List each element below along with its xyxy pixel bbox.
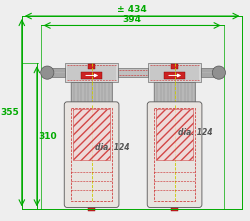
Text: dia. 124: dia. 124 <box>95 143 130 152</box>
Bar <box>52 68 65 77</box>
Text: 355: 355 <box>0 108 19 117</box>
Bar <box>156 109 194 160</box>
Bar <box>73 109 110 160</box>
Text: dia. 124: dia. 124 <box>178 128 213 137</box>
Bar <box>171 64 178 69</box>
Circle shape <box>41 66 54 79</box>
Text: 394: 394 <box>123 15 142 24</box>
Text: ± 434: ± 434 <box>117 5 147 14</box>
Bar <box>88 206 95 211</box>
Circle shape <box>212 66 226 79</box>
FancyBboxPatch shape <box>147 102 202 208</box>
Bar <box>154 82 195 105</box>
FancyBboxPatch shape <box>64 102 119 208</box>
Bar <box>148 63 201 82</box>
Bar <box>71 109 112 201</box>
Bar <box>171 206 178 211</box>
Bar <box>81 72 102 79</box>
Bar <box>88 64 95 69</box>
Bar <box>164 72 185 79</box>
Bar <box>118 68 148 77</box>
Bar <box>71 82 112 105</box>
Text: 310: 310 <box>39 132 58 141</box>
Bar <box>201 68 214 77</box>
Bar <box>65 63 118 82</box>
Bar <box>67 65 116 80</box>
Bar <box>150 65 199 80</box>
Bar <box>154 109 195 201</box>
